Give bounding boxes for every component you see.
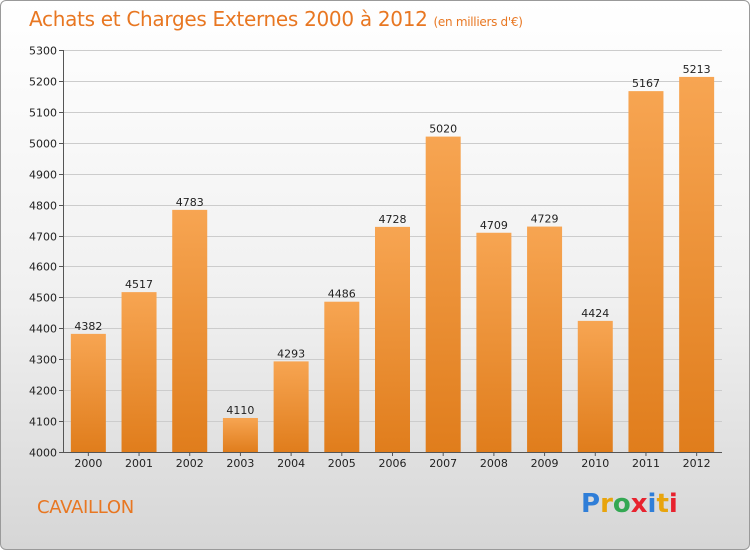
y-tick-label: 5000 [29, 138, 57, 151]
y-tick-label: 4600 [29, 261, 57, 274]
value-label-2007: 5020 [429, 123, 457, 136]
x-tick-label-2007: 2007 [429, 457, 457, 470]
x-tick-label-2005: 2005 [328, 457, 356, 470]
title-unit: (en milliers d'€) [433, 15, 523, 29]
y-tick-label: 4700 [29, 231, 57, 244]
y-tick-label: 5300 [29, 45, 57, 58]
value-label-2000: 4382 [74, 320, 102, 333]
value-label-2003: 4110 [226, 404, 254, 417]
y-tick-labels: 4000 4100 4200 4300 4400 4500 4600 4700 4800 4900… [29, 45, 57, 460]
bar-2006 [375, 226, 410, 452]
proxiti-logo: Proxiti [581, 489, 678, 519]
value-label-2011: 5167 [632, 77, 660, 90]
x-tick-label-2010: 2010 [581, 457, 609, 470]
value-label-2009: 4729 [531, 213, 559, 226]
x-tick-label-2008: 2008 [480, 457, 508, 470]
bar-2003 [222, 417, 258, 452]
value-labels: 4382 4517 4783 4110 4293 4486 4728 5020 4709 4729… [74, 63, 710, 417]
x-tick-label-2011: 2011 [632, 457, 660, 470]
y-tick-label: 4500 [29, 292, 57, 305]
x-tick-label-2006: 2006 [379, 457, 407, 470]
y-tick-label: 4400 [29, 323, 57, 336]
bar-2012 [679, 76, 715, 452]
value-label-2004: 4293 [277, 347, 305, 360]
y-tick-label: 4100 [29, 416, 57, 429]
logo-letter: i [668, 489, 678, 519]
value-label-2008: 4709 [480, 219, 508, 232]
y-tick-label: 4000 [29, 447, 57, 460]
bar-2007 [425, 136, 461, 453]
bars [70, 76, 715, 453]
y-tick-label: 5100 [29, 107, 57, 120]
x-tick-label-2012: 2012 [683, 457, 711, 470]
y-tick-label: 4800 [29, 200, 57, 213]
value-label-2001: 4517 [125, 278, 153, 291]
bar-2009 [527, 226, 563, 452]
town-name: CAVAILLON [37, 497, 134, 518]
x-tick-label-2000: 2000 [74, 457, 102, 470]
logo-letter: P [581, 489, 601, 519]
y-tick-label: 4900 [29, 169, 57, 182]
bar-2011 [628, 91, 664, 453]
bar-2001 [121, 292, 157, 452]
bar-2005 [324, 301, 360, 452]
x-tick-labels: 2000 2001 2002 2003 2004 2005 2006 2007 2008 2009… [74, 457, 710, 470]
y-tick-label: 5200 [29, 76, 57, 89]
value-label-2006: 4728 [379, 213, 407, 226]
bar-2000 [70, 333, 106, 452]
logo-letter: o [612, 489, 631, 519]
logo-letter: r [600, 489, 613, 519]
bar-2002 [172, 209, 208, 452]
value-label-2005: 4486 [328, 288, 356, 301]
value-label-2012: 5213 [683, 63, 711, 76]
y-tick-label: 4300 [29, 354, 57, 367]
x-tick-label-2009: 2009 [531, 457, 559, 470]
axes [63, 50, 722, 456]
logo-letter: i [647, 489, 657, 519]
value-label-2010: 4424 [581, 307, 609, 320]
logo-letter: t [656, 489, 669, 519]
chart-title: Achats et Charges Externes 2000 à 2012 (e… [29, 7, 523, 31]
value-label-2002: 4783 [176, 196, 204, 209]
bar-2004 [273, 361, 309, 452]
y-tick-label: 4200 [29, 385, 57, 398]
logo-letter: x [630, 489, 648, 519]
title-text: Achats et Charges Externes 2000 à 2012 [29, 7, 428, 31]
bar-2010 [577, 320, 613, 452]
x-tick-label-2002: 2002 [176, 457, 204, 470]
x-tick-label-2004: 2004 [277, 457, 305, 470]
bar-2008 [476, 232, 512, 452]
x-tick-label-2001: 2001 [125, 457, 153, 470]
x-tick-label-2003: 2003 [226, 457, 254, 470]
